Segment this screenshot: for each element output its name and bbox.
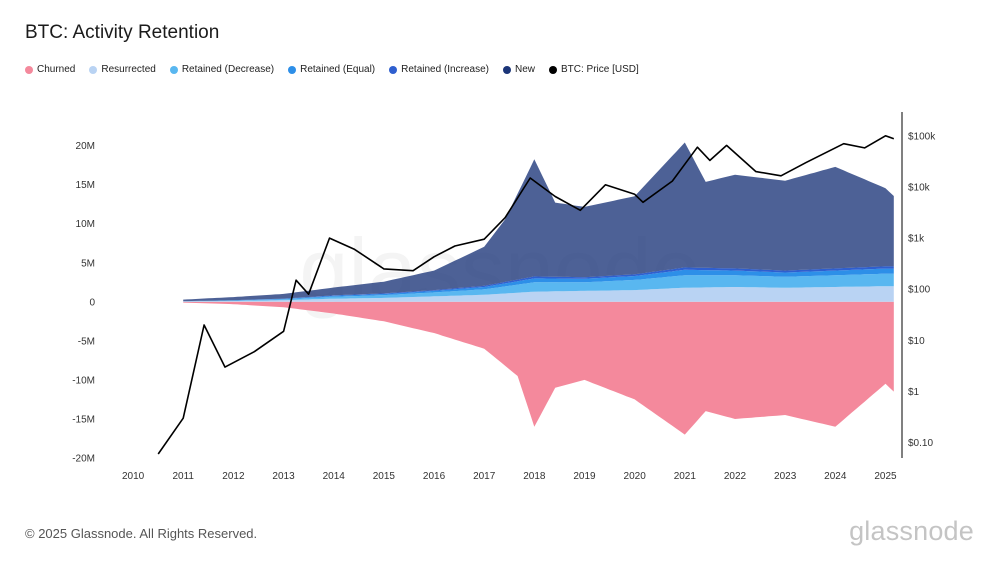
chart-legend: Churned Resurrected Retained (Decrease) … [25,64,639,75]
y-left-tick-label: 5M [81,258,95,269]
x-tick-label: 2011 [172,471,194,482]
y-right-tick-label: $0.10 [908,438,933,449]
legend-item-new[interactable]: New [502,64,535,75]
x-tick-label: 2015 [373,471,396,482]
y-right-tick-label: $100k [908,131,936,142]
legend-swatch-new [502,65,511,74]
y-left-tick-label: 15M [76,180,95,191]
area-resurrected [183,286,894,302]
x-tick-label: 2010 [122,471,145,482]
chart-title: BTC: Activity Retention [25,22,220,43]
x-tick-label: 2025 [874,471,897,482]
footer-copyright: © 2025 Glassnode. All Rights Reserved. [25,526,258,541]
legend-item-retained-decrease[interactable]: Retained (Decrease) [169,64,275,75]
legend-swatch-btc-price [548,65,557,74]
x-tick-label: 2020 [624,471,647,482]
legend-item-retained-increase[interactable]: Retained (Increase) [389,64,489,75]
y-left-tick-label: 0 [89,297,95,308]
legend-item-btc-price[interactable]: BTC: Price [USD] [548,64,639,75]
y-right-tick-label: $10k [908,183,931,194]
y-right-tick-label: $1k [908,234,925,245]
y-left-tick-label: -10M [72,375,95,386]
x-tick-label: 2018 [523,471,546,482]
legend-item-churned[interactable]: Churned [25,64,75,75]
area-retained-decrease [183,273,894,302]
legend-label: New [514,64,535,75]
x-tick-label: 2021 [674,471,697,482]
legend-swatch-resurrected [89,65,98,74]
x-tick-label: 2022 [724,471,747,482]
x-tick-label: 2013 [272,471,295,482]
legend-label: Retained (Decrease) [181,64,275,75]
x-tick-label: 2012 [222,471,245,482]
y-right-tick-label: $10 [908,336,925,347]
legend-label: Retained (Increase) [401,64,489,75]
legend-swatch-retained-equal [288,65,297,74]
y-left-tick-label: -15M [72,415,95,426]
x-tick-label: 2024 [824,471,847,482]
legend-swatch-retained-increase [389,65,398,74]
y-right-tick-label: $100 [908,285,931,296]
legend-item-resurrected[interactable]: Resurrected [89,64,156,75]
area-retained-increase [183,266,894,302]
y-left-tick-label: -20M [72,454,95,465]
x-tick-label: 2023 [774,471,797,482]
legend-label: Retained (Equal) [300,64,376,75]
x-tick-label: 2016 [423,471,446,482]
y-right-tick-label: $1 [908,387,920,398]
legend-swatch-churned [25,65,33,74]
area-layers [183,142,894,435]
price-line [157,135,895,455]
x-tick-label: 2017 [473,471,496,482]
y-left-tick-label: 10M [76,219,95,230]
y-left-tick-label: 20M [76,141,95,152]
legend-swatch-retained-decrease [169,65,178,74]
x-tick-label: 2014 [323,471,346,482]
area-churned [183,301,894,435]
area-retained-equal [183,268,894,302]
x-tick-label: 2019 [573,471,596,482]
price-line-layer [157,135,895,455]
legend-label: Resurrected [101,64,156,75]
axes: 2010 2011 2012 2013 2014 2015 2016 2017 2018 2019… [72,112,936,482]
legend-label: BTC: Price [USD] [560,64,639,75]
legend-item-retained-equal[interactable]: Retained (Equal) [288,64,375,75]
legend-label: Churned [37,64,76,75]
glassnode-logo: glassnode [849,516,974,546]
area-new [183,142,894,302]
y-left-tick-label: -5M [78,336,95,347]
